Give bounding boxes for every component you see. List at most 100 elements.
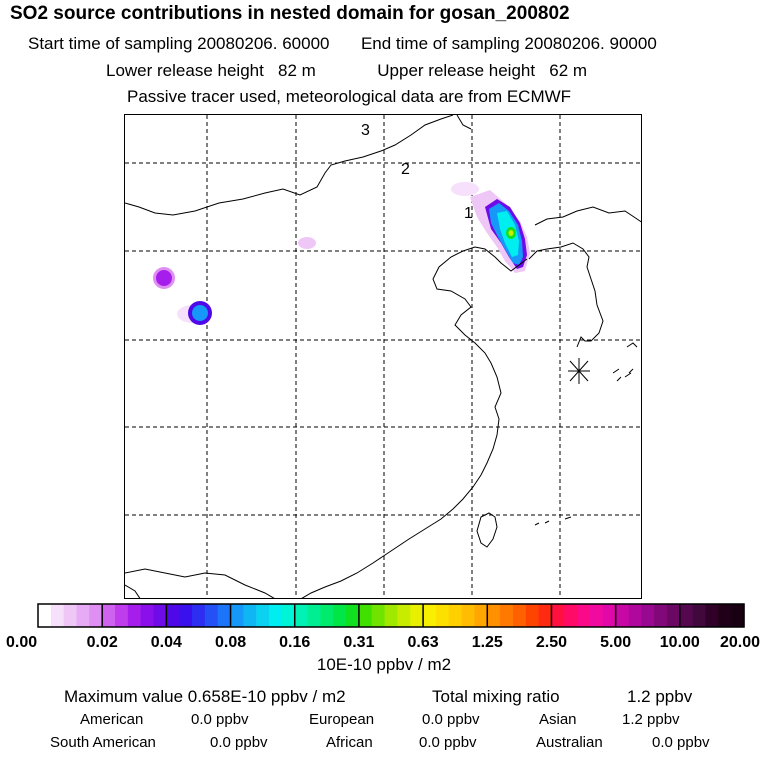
- plume-bohai: [451, 182, 530, 273]
- plume-inner: [192, 305, 208, 321]
- region-name: African: [326, 734, 373, 751]
- release-heights: Lower release height 82 m Upper release …: [106, 61, 587, 81]
- colorbar-tick-label: 0.08: [215, 634, 246, 651]
- korea-coast: [528, 242, 604, 348]
- colorbar-swatch: [153, 604, 167, 627]
- upper-release-label: Upper release height 62 m: [377, 61, 588, 80]
- total-mixing-label: Total mixing ratio: [432, 687, 560, 706]
- plume-west-b: [177, 301, 212, 325]
- colorbar-swatch: [397, 604, 411, 627]
- small-islands: [534, 516, 572, 526]
- colorbar-swatch: [256, 604, 270, 627]
- colorbar-swatch: [692, 604, 707, 627]
- station-marker: [568, 358, 590, 384]
- nest-label-3: 3: [361, 122, 370, 139]
- colorbar-swatch: [217, 604, 232, 627]
- map-canvas: 1 2 3: [125, 115, 641, 598]
- colorbar-tick-label: 0.16: [279, 634, 310, 651]
- colorbar-swatch: [654, 604, 668, 627]
- colorbar-swatch: [127, 604, 142, 627]
- colorbar-swatch: [269, 604, 283, 627]
- colorbar-swatch: [63, 604, 78, 627]
- colorbar-swatch: [38, 604, 52, 627]
- plume-peak-center: [508, 230, 514, 236]
- colorbar-swatch: [500, 604, 514, 627]
- total-mixing-value: 1.2 ppbv: [627, 687, 693, 706]
- end-time-label: End time of sampling 20080206. 90000: [360, 34, 657, 53]
- lower-release-label: Lower release height 82 m: [106, 61, 316, 80]
- border-ne: [456, 115, 472, 130]
- plume-north: [298, 237, 316, 249]
- region-value: 0.0 ppbv: [422, 711, 480, 728]
- colorbar-swatch: [718, 604, 732, 627]
- colorbar-swatch: [589, 604, 604, 627]
- colorbar-swatch: [551, 604, 565, 627]
- colorbar-tick-label: 1.25: [472, 634, 503, 651]
- colorbar-swatch: [512, 604, 527, 627]
- plume-west-a: [153, 267, 175, 289]
- colorbar-tick-label: 10.00: [660, 634, 700, 651]
- colorbar-swatch: [435, 604, 450, 627]
- lat-lon-grid: [125, 115, 641, 598]
- colorbar-swatch: [192, 604, 206, 627]
- colorbar-swatch: [179, 604, 193, 627]
- colorbar-swatch: [140, 604, 155, 627]
- region-name: Asian: [539, 711, 577, 728]
- plume-small: [298, 237, 316, 249]
- colorbar-swatch: [76, 604, 90, 627]
- colorbar-swatch: [281, 604, 296, 627]
- colorbar-swatch: [230, 604, 244, 627]
- chart-title: SO2 source contributions in nested domai…: [10, 3, 570, 24]
- colorbar-swatch: [474, 604, 488, 627]
- colorbar-swatch: [358, 604, 373, 627]
- taiwan: [476, 512, 498, 548]
- colorbar-tick-label: 0.63: [408, 634, 439, 651]
- colorbar-tick-label: 0.02: [87, 634, 118, 651]
- region-name: South American: [50, 734, 156, 751]
- colorbar-swatch: [102, 604, 116, 627]
- start-time-label: Start time of sampling 20080206. 60000: [28, 34, 330, 53]
- nest-label-1: 1: [464, 205, 473, 222]
- southern-border: [125, 568, 275, 598]
- colorbar-swatch: [166, 604, 180, 627]
- japan-islands: [612, 368, 622, 382]
- colorbar-tick-label: 0.31: [343, 634, 374, 651]
- colorbar-swatch: [602, 604, 617, 627]
- colorbar-swatch: [448, 604, 463, 627]
- colorbar-swatch: [371, 604, 386, 627]
- region-name: European: [309, 711, 375, 728]
- colorbar-swatch: [384, 604, 399, 627]
- border-korea-north: [534, 206, 641, 226]
- colorbar-units: 10E-10 ppbv / m2: [316, 655, 452, 674]
- colorbar-tick-label: 2.50: [536, 634, 567, 651]
- colorbar-swatch: [538, 604, 553, 627]
- colorbar-swatch: [243, 604, 257, 627]
- region-value: 0.0 ppbv: [419, 734, 477, 751]
- region-value: 1.2 ppbv: [622, 711, 680, 728]
- islands: [624, 342, 638, 378]
- colorbar-swatch: [50, 604, 65, 627]
- colorbar-swatch: [705, 604, 719, 627]
- colorbar-swatch: [333, 604, 347, 627]
- colorbar-swatch: [115, 604, 129, 627]
- mongolia-border: [125, 115, 454, 216]
- colorbar-tick-label: 0.04: [151, 634, 182, 651]
- colorbar-swatch: [89, 604, 103, 627]
- tracer-note: Passive tracer used, meteorological data…: [127, 87, 572, 106]
- colorbar-swatch: [294, 604, 309, 627]
- colorbar-swatch: [666, 604, 681, 627]
- region-value: 0.0 ppbv: [191, 711, 249, 728]
- colorbar-tick-label: 20.00: [720, 634, 760, 651]
- region-name: American: [80, 711, 144, 728]
- colorbar-swatch: [615, 604, 630, 627]
- colorbar-swatch: [577, 604, 591, 627]
- sw-border: [125, 584, 141, 598]
- coastlines: [125, 115, 641, 598]
- colorbar-ticks: 0.00 0.02 0.04 0.08 0.16 0.31 0.63 1.25 2.50 5.00…: [6, 604, 760, 651]
- colorbar-swatch: [564, 604, 578, 627]
- colorbar-swatch: [679, 604, 694, 627]
- colorbar-swatch: [307, 604, 321, 627]
- colorbar-swatches: [38, 604, 745, 627]
- colorbar-swatch: [204, 604, 219, 627]
- colorbar-swatch: [320, 604, 334, 627]
